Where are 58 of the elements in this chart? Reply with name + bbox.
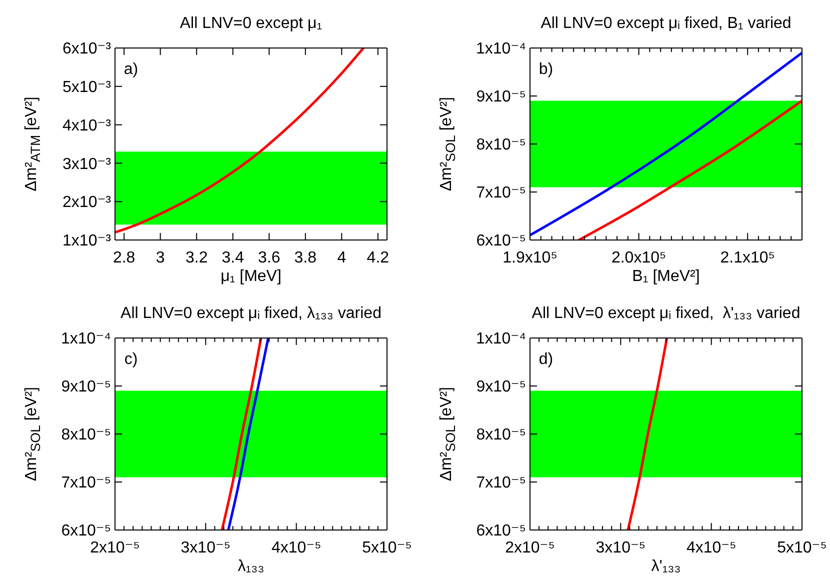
y-tick-label: 1x10⁻³ xyxy=(62,232,112,250)
chart-title: All LNV=0 except μᵢ fixed, λ'₁₃₃ varied xyxy=(532,304,800,324)
y-tick-label: 1x10⁻⁴ xyxy=(476,330,526,348)
y-tick-label: 1x10⁻⁴ xyxy=(476,40,526,58)
x-tick-label: 2x10⁻⁵ xyxy=(90,539,140,556)
annotation: b) xyxy=(538,60,554,80)
line-series xyxy=(578,100,802,240)
chart-title: All LNV=0 except μᵢ fixed, λ₁₃₃ varied xyxy=(120,304,382,324)
line-series xyxy=(115,48,365,234)
x-tick-label: 4.2 xyxy=(366,249,390,266)
x-tick-label: 2.8 xyxy=(112,249,136,266)
y-tick-label: 6x10⁻³ xyxy=(62,40,112,58)
y-tick-label: 8x10⁻⁵ xyxy=(476,136,526,154)
y-tick-label: 7x10⁻⁵ xyxy=(476,474,526,492)
y-tick-label: 9x10⁻⁵ xyxy=(61,378,111,396)
x-axis-title: B₁ [MeV²] xyxy=(632,268,700,286)
x-tick-label: 1.9x10⁵ xyxy=(502,249,558,266)
x-tick-label: 3.6 xyxy=(258,249,280,266)
x-tick-label: 3x10⁻⁵ xyxy=(596,539,646,556)
y-tick-label: 2x10⁻³ xyxy=(62,194,112,212)
x-axis-title: μ₁ [MeV] xyxy=(220,268,282,286)
chart-title: All LNV=0 except μ₁ xyxy=(180,14,322,34)
y-tick-label: 6x10⁻⁵ xyxy=(476,232,526,250)
chart-title: All LNV=0 except μᵢ fixed, B₁ varied xyxy=(540,14,792,34)
line-series xyxy=(227,338,270,530)
line-series xyxy=(220,338,262,530)
y-tick-label: 9x10⁻⁵ xyxy=(476,88,526,106)
y-tick-label: 8x10⁻⁵ xyxy=(476,426,526,444)
x-tick-label: 4x10⁻⁵ xyxy=(271,539,322,556)
y-tick-label: 7x10⁻⁵ xyxy=(61,474,111,492)
y-tick-label: 5x10⁻³ xyxy=(62,79,112,96)
x-tick-label: 3x10⁻⁵ xyxy=(180,539,231,556)
x-tick-label: 2x10⁻⁵ xyxy=(505,539,555,556)
y-tick-label: 7x10⁻⁵ xyxy=(476,184,526,202)
y-tick-label: 6x10⁻⁵ xyxy=(476,522,526,540)
x-tick-label: 5x10⁻⁵ xyxy=(362,539,412,556)
y-tick-label: 9x10⁻⁵ xyxy=(476,378,526,396)
x-tick-label: 4x10⁻⁵ xyxy=(686,539,736,556)
annotation: c) xyxy=(124,350,138,370)
x-tick-label: 2.0x10⁵ xyxy=(611,249,666,266)
line-series xyxy=(530,52,802,236)
x-tick-label: 3.4 xyxy=(222,249,244,266)
x-tick-label: 3.2 xyxy=(185,249,208,266)
x-tick-label: 2.1x10⁵ xyxy=(720,249,775,266)
x-axis-title: λ'₁₃₃ xyxy=(651,558,681,576)
y-tick-label: 6x10⁻⁵ xyxy=(61,522,111,540)
y-tick-label: 4x10⁻³ xyxy=(62,117,112,134)
x-tick-label: 3 xyxy=(156,249,165,266)
line-series xyxy=(626,338,668,530)
y-tick-label: 3x10⁻³ xyxy=(62,156,112,173)
annotation: a) xyxy=(124,60,138,80)
x-axis-title: λ₁₃₃ xyxy=(238,558,264,576)
y-tick-label: 8x10⁻⁵ xyxy=(61,426,111,444)
x-tick-label: 5x10⁻⁵ xyxy=(777,539,827,556)
annotation: d) xyxy=(538,350,554,370)
x-tick-label: 3.8 xyxy=(294,249,317,266)
y-tick-label: 1x10⁻⁴ xyxy=(60,330,112,348)
x-tick-label: 4 xyxy=(337,249,346,266)
